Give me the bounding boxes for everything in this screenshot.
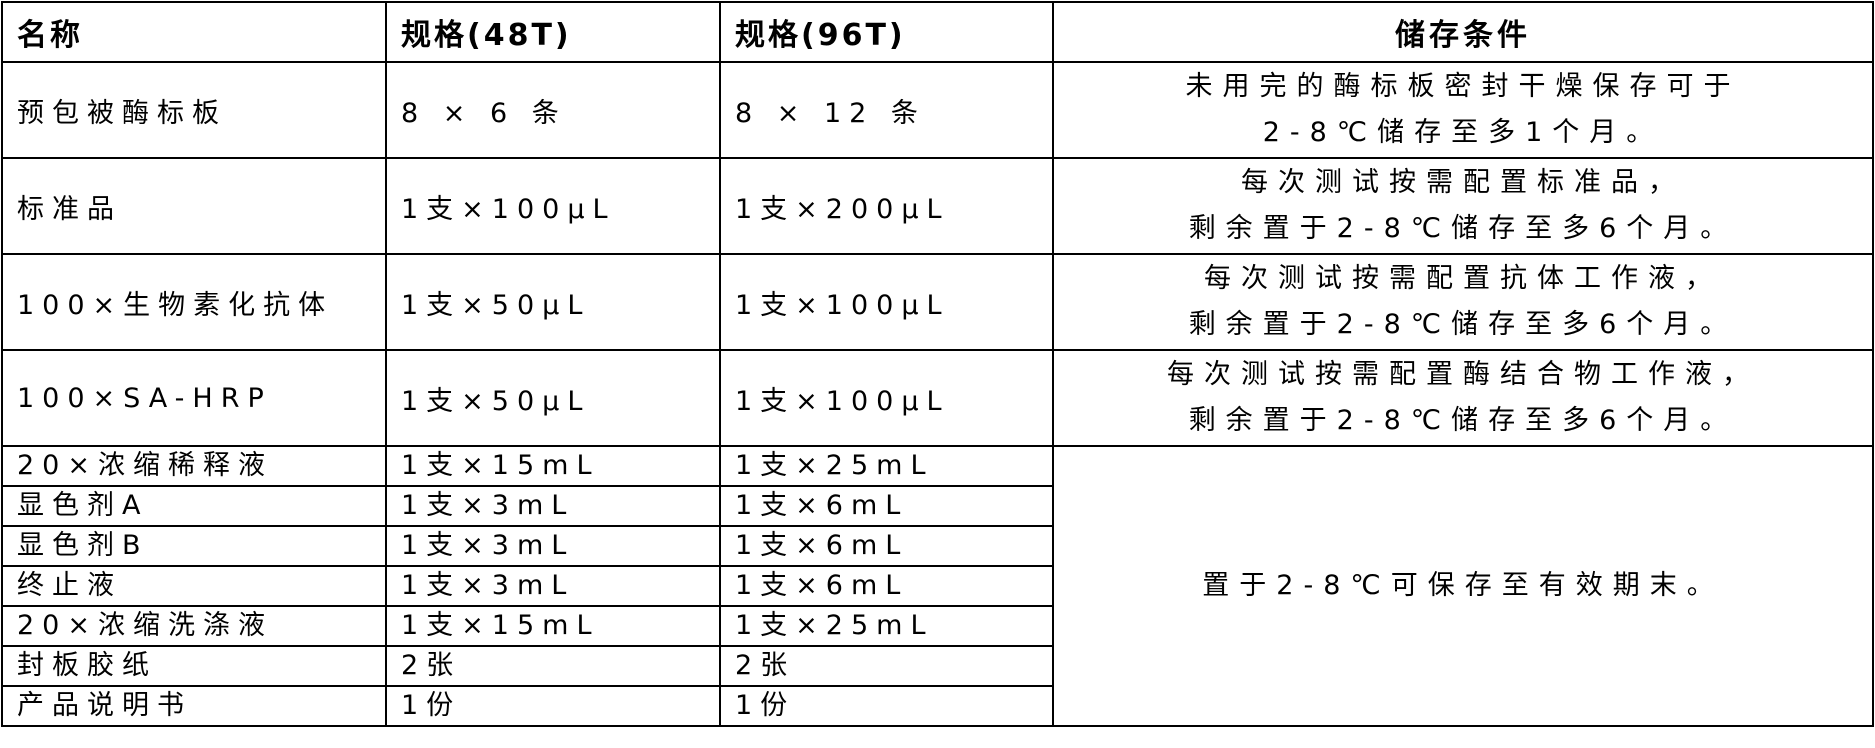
table-row: 终止液 1支×3mL 1支×6mL xyxy=(1,565,1873,607)
spec-48t: 8 × 6 条 xyxy=(385,61,721,159)
storage-line: 未用完的酶标板密封干燥保存可于 xyxy=(1185,71,1741,102)
table-row: 100×SA-HRP 1支×50μL 1支×100μL 每次测试按需配置酶结合物工作液… xyxy=(1,349,1874,447)
spec-48t: 1支×50μL xyxy=(385,349,721,447)
spec-96t: 1支×6mL xyxy=(719,565,1054,607)
spec-96t: 1支×25mL xyxy=(719,445,1054,487)
spec-48t: 1支×3mL xyxy=(385,565,721,607)
spec-96t: 1支×200μL xyxy=(719,157,1054,255)
storage-condition: 每次测试按需配置酶结合物工作液， 剩余置于2-8℃储存至多6个月。 xyxy=(1052,349,1874,447)
component-name: 预包被酶标板 xyxy=(1,61,387,159)
spec-96t: 2张 xyxy=(719,645,1054,687)
storage-line: 2-8℃储存至多1个月。 xyxy=(1262,117,1664,148)
spec-48t: 1支×3mL xyxy=(385,485,721,527)
spec-48t: 1支×15mL xyxy=(385,445,721,487)
spec-96t: 1支×100μL xyxy=(719,349,1054,447)
component-name: 标准品 xyxy=(1,157,387,255)
spec-48t: 1支×50μL xyxy=(385,253,721,351)
storage-condition: 每次测试按需配置标准品， 剩余置于2-8℃储存至多6个月。 xyxy=(1052,157,1874,255)
header-spec-48t: 规格(48T) xyxy=(385,1,721,63)
spec-48t: 1支×15mL xyxy=(385,605,721,647)
spec-96t: 1支×25mL xyxy=(719,605,1054,647)
header-storage: 储存条件 xyxy=(1052,1,1874,63)
component-name: 100×SA-HRP xyxy=(1,349,387,447)
storage-line: 每次测试按需配置标准品， xyxy=(1241,167,1685,198)
component-name: 20×浓缩洗涤液 xyxy=(1,605,387,647)
table-row: 20×浓缩洗涤液 1支×15mL 1支×25mL xyxy=(1,605,1873,647)
header-row: 名称 规格(48T) 规格(96T) 储存条件 xyxy=(1,1,1874,63)
component-name: 100×生物素化抗体 xyxy=(1,253,387,351)
shared-storage-condition: 置于2-8℃可保存至有效期末。 xyxy=(1052,445,1874,727)
storage-line: 每次测试按需配置抗体工作液， xyxy=(1204,263,1722,294)
spec-96t: 1支×100μL xyxy=(719,253,1054,351)
component-name: 封板胶纸 xyxy=(1,645,387,687)
table-row: 20×浓缩稀释液 1支×15mL 1支×25mL 置于2-8℃可保存至有效期末。 xyxy=(1,445,1874,727)
component-name: 20×浓缩稀释液 xyxy=(1,445,387,487)
table-row: 产品说明书 1份 1份 xyxy=(1,685,1873,727)
spec-48t: 1份 xyxy=(385,685,721,727)
header-name: 名称 xyxy=(1,1,387,63)
spec-96t: 1支×6mL xyxy=(719,525,1054,567)
storage-line: 剩余置于2-8℃储存至多6个月。 xyxy=(1188,213,1738,244)
storage-line: 剩余置于2-8℃储存至多6个月。 xyxy=(1188,309,1738,340)
component-name: 产品说明书 xyxy=(1,685,387,727)
table-row: 标准品 1支×100μL 1支×200μL 每次测试按需配置标准品， 剩余置于2-8℃储… xyxy=(1,157,1874,255)
storage-condition: 未用完的酶标板密封干燥保存可于 2-8℃储存至多1个月。 xyxy=(1052,61,1874,159)
storage-line: 每次测试按需配置酶结合物工作液， xyxy=(1167,359,1759,390)
component-name: 终止液 xyxy=(1,565,387,607)
component-name: 显色剂A xyxy=(1,485,387,527)
table-row: 封板胶纸 2张 2张 xyxy=(1,645,1873,687)
spec-48t: 2张 xyxy=(385,645,721,687)
table-row: 显色剂A 1支×3mL 1支×6mL xyxy=(1,485,1873,527)
spec-48t: 1支×3mL xyxy=(385,525,721,567)
spec-48t: 1支×100μL xyxy=(385,157,721,255)
table-row: 显色剂B 1支×3mL 1支×6mL xyxy=(1,525,1873,567)
storage-condition: 每次测试按需配置抗体工作液， 剩余置于2-8℃储存至多6个月。 xyxy=(1052,253,1874,351)
header-spec-96t: 规格(96T) xyxy=(719,1,1054,63)
spec-96t: 1支×6mL xyxy=(719,485,1054,527)
storage-line: 剩余置于2-8℃储存至多6个月。 xyxy=(1188,405,1738,436)
spec-96t: 1份 xyxy=(719,685,1054,727)
component-name: 显色剂B xyxy=(1,525,387,567)
table-row: 100×生物素化抗体 1支×50μL 1支×100μL 每次测试按需配置抗体工作液， 剩… xyxy=(1,253,1874,351)
spec-96t: 8 × 12 条 xyxy=(719,61,1054,159)
